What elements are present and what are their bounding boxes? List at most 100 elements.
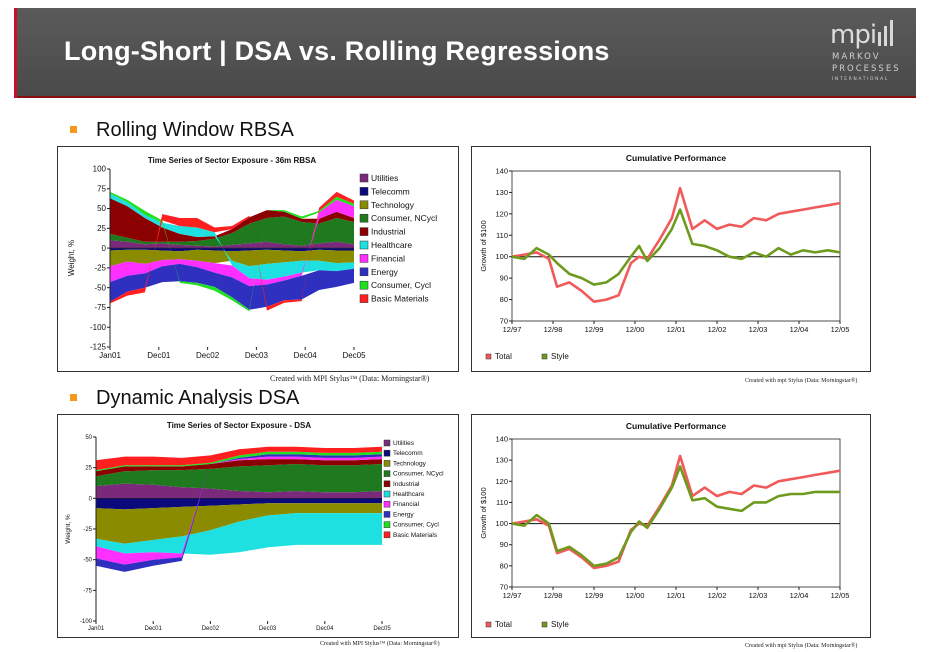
x-tick-label: Dec03 [259, 626, 277, 632]
x-tick-label: Dec02 [202, 626, 220, 632]
x-tick-label: 12/97 [503, 325, 522, 334]
dsa-exposure-svg: Time Series of Sector Exposure - DSA Weig… [65, 421, 444, 632]
y-tick-label: -25 [83, 527, 92, 533]
slide-title: Long-Short | DSA vs. Rolling Regressions [64, 36, 610, 66]
y-tick-label: 75 [97, 184, 106, 193]
legend-swatch [383, 439, 391, 447]
legend-label: Financial [393, 501, 420, 508]
chart-title: Time Series of Sector Exposure - DSA [167, 421, 312, 430]
legend-swatch [485, 621, 492, 628]
y-tick-label: 120 [495, 477, 508, 486]
plot-frame [511, 438, 841, 588]
rbsa-exposure-chart: Time Series of Sector Exposure - 36m RBS… [57, 146, 459, 372]
x-tick-label: 12/01 [667, 591, 686, 600]
legend-label: Basic Materials [371, 294, 429, 304]
x-tick-label: 12/99 [585, 325, 604, 334]
area-series-technology [96, 503, 382, 544]
y-tick-label: 130 [495, 188, 508, 197]
x-tick-label: 12/04 [790, 591, 809, 600]
legend-swatch [541, 621, 548, 628]
legend-swatch [359, 213, 369, 223]
x-tick-label: 12/03 [749, 325, 768, 334]
y-tick-label: 90 [500, 274, 508, 283]
rbsa-exposure-svg: Time Series of Sector Exposure - 36m RBS… [67, 156, 437, 360]
legend-swatch [359, 173, 369, 183]
y-tick-label: 120 [495, 209, 508, 218]
chart-title: Cumulative Performance [626, 153, 726, 163]
legend-swatch [359, 294, 369, 303]
x-tick-label: 12/99 [585, 591, 604, 600]
slide-header [14, 8, 916, 98]
y-tick-label: 50 [97, 204, 106, 213]
y-tick-label: 100 [495, 519, 508, 528]
area-series-consumer-cycl [96, 451, 382, 472]
credit-rbsa-performance: Created with mpi Stylus (Data: Morningst… [745, 378, 858, 384]
y-tick-label: 70 [500, 317, 508, 326]
area-series-healthcare [110, 193, 354, 280]
rbsa-performance-chart: Cumulative Performance Growth of $100 140 1… [471, 146, 871, 372]
y-tick-label: 80 [500, 295, 508, 304]
x-tick-label: 12/02 [708, 591, 727, 600]
credit-rbsa-chart: Created with MPI Stylus™ (Data: Mornings… [270, 374, 430, 383]
legend-swatch [383, 480, 391, 488]
chart-title: Cumulative Performance [626, 421, 726, 431]
y-axis-label: Growth of $100 [479, 487, 488, 538]
legend-swatch [383, 531, 391, 539]
area-series-utilities [96, 483, 382, 499]
area-series-technology [110, 249, 354, 267]
area-series-basic-materials [110, 191, 354, 311]
logo-wordmark: mpi [830, 20, 877, 50]
bullet-icon [70, 394, 77, 401]
dsa-performance-svg: Cumulative Performance Growth of $100 140 1… [479, 421, 849, 629]
logo-line-markov: MARKOV [832, 52, 881, 62]
area-series-energy [110, 263, 354, 310]
credit-dsa-performance: Created with mpi Stylus (Data: Morningst… [745, 643, 858, 649]
legend-swatch [541, 353, 548, 360]
section-title-rbsa: Rolling Window RBSA [96, 119, 294, 141]
logo-line-international: INTERNATIONAL [832, 77, 889, 82]
x-tick-label: Dec05 [342, 351, 366, 360]
x-tick-label: 12/97 [503, 591, 522, 600]
y-tick-label: -50 [94, 283, 106, 292]
y-tick-label: -75 [83, 588, 92, 594]
area-series-telecomm [110, 248, 354, 252]
legend-label: Style [551, 620, 569, 629]
x-tick-label: 12/98 [544, 591, 563, 600]
legend-swatch [359, 267, 369, 277]
legend-label: Consumer, NCycl [371, 213, 437, 223]
plot-frame [511, 170, 841, 322]
dsa-performance-chart: Cumulative Performance Growth of $100 140 1… [471, 414, 871, 638]
y-tick-label: 100 [495, 252, 508, 261]
legend-label: Utilities [393, 440, 415, 447]
area-series-financial [96, 456, 382, 565]
x-tick-label: 12/98 [544, 325, 563, 334]
logo-line-processes: PROCESSES [832, 64, 901, 74]
legend-swatch [359, 240, 369, 250]
x-tick-label: Dec03 [245, 351, 269, 360]
area-series-financial [110, 199, 354, 287]
dsa-exposure-chart: Time Series of Sector Exposure - DSA Weig… [57, 414, 459, 638]
x-tick-label: Dec01 [145, 626, 163, 632]
y-tick-label: -25 [94, 264, 106, 273]
y-tick-label: 70 [500, 583, 508, 592]
legend-swatch [359, 254, 369, 263]
y-tick-label: -50 [83, 558, 92, 564]
legend-label: Healthcare [371, 240, 412, 250]
legend-label: Style [551, 352, 569, 361]
legend-label: Healthcare [393, 491, 425, 498]
y-tick-label: 90 [500, 540, 508, 549]
legend-label: Consumer, NCycl [393, 471, 444, 478]
y-tick-label: 50 [85, 435, 92, 441]
line-series-style [511, 208, 841, 286]
legend-swatch [359, 187, 369, 196]
y-tick-label: 110 [496, 231, 508, 240]
legend-swatch [359, 280, 369, 290]
legend-label: Industrial [393, 481, 420, 488]
line-series-total [511, 186, 841, 303]
x-tick-label: 12/02 [708, 325, 727, 334]
x-tick-label: Dec02 [196, 351, 220, 360]
area-series-utilities [110, 240, 354, 249]
legend-swatch [383, 449, 391, 457]
y-tick-label: -125 [90, 343, 107, 352]
y-tick-label: 100 [93, 165, 107, 174]
